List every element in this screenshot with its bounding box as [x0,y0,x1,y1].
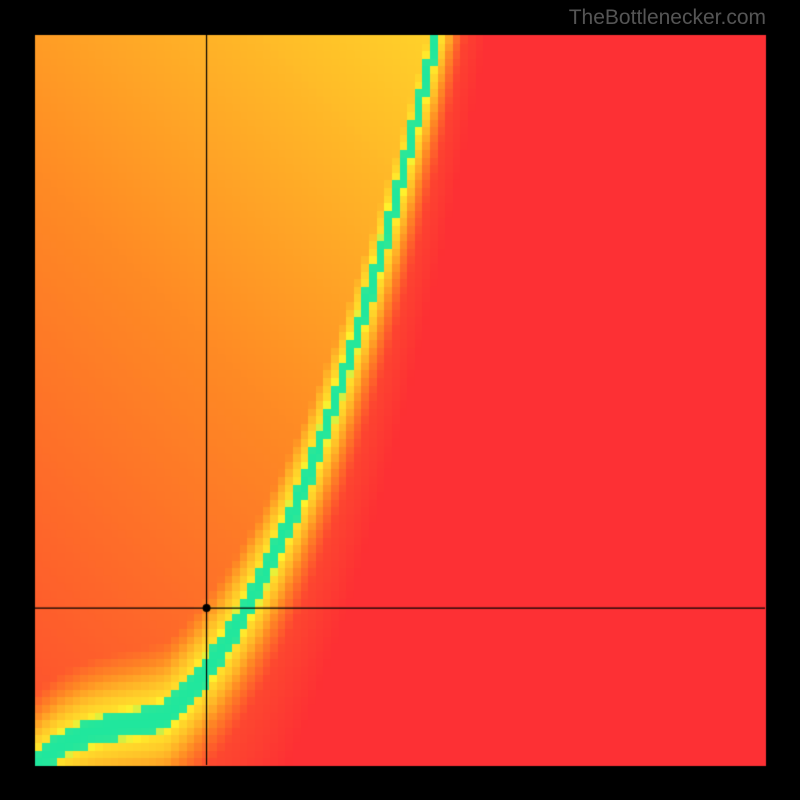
chart-container: TheBottlenecker.com [0,0,800,800]
watermark-text: TheBottlenecker.com [569,6,766,30]
bottleneck-heatmap [0,0,800,800]
